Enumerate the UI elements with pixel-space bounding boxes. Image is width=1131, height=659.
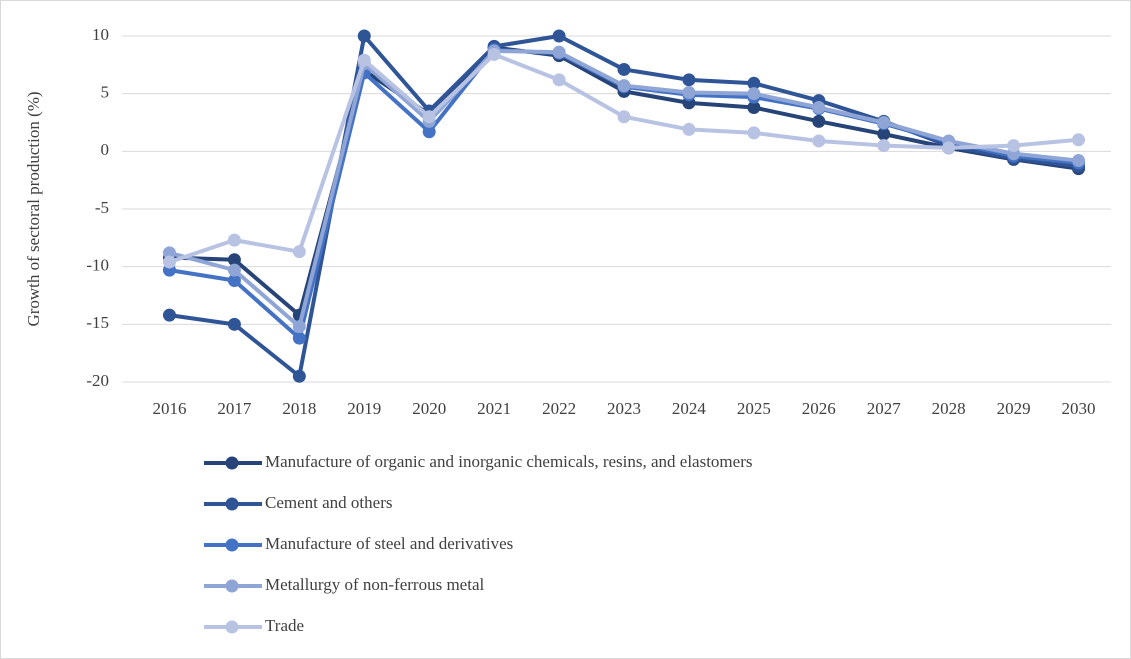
data-point [812,134,826,148]
data-point [877,139,891,153]
x-tick-label: 2030 [1062,399,1096,418]
data-point [487,47,501,61]
x-tick-label: 2029 [997,399,1031,418]
legend-marker [225,456,239,470]
data-point [747,126,761,140]
data-point [552,45,566,59]
legend-marker [225,497,239,511]
data-point [357,29,371,43]
legend-marker [225,538,239,552]
y-tick-label: -5 [95,198,109,217]
data-point [1072,133,1086,147]
data-point [747,76,761,90]
x-tick-label: 2028 [932,399,966,418]
data-point [292,369,306,383]
legend-marker [225,579,239,593]
x-tick-label: 2024 [672,399,707,418]
y-axis-label: Growth of sectoral production (%) [24,91,43,326]
data-point [292,320,306,334]
legend-label: Manufacture of steel and derivatives [265,534,513,553]
x-tick-label: 2018 [282,399,316,418]
data-point [617,62,631,76]
x-tick-label: 2019 [347,399,381,418]
x-tick-label: 2027 [867,399,902,418]
x-tick-label: 2017 [217,399,252,418]
data-point [422,125,436,139]
x-tick-label: 2023 [607,399,641,418]
data-point [942,141,956,155]
data-point [1007,139,1021,153]
legend-marker [225,620,239,634]
data-point [877,116,891,129]
y-tick-label: 5 [101,83,110,102]
data-point [812,101,826,115]
data-point [747,87,761,101]
legend-label: Metallurgy of non-ferrous metal [265,575,484,594]
data-point [227,253,241,267]
data-point [617,110,631,124]
data-point [617,79,631,93]
y-tick-label: -15 [86,313,109,332]
y-tick-label: -20 [86,371,109,390]
x-tick-label: 2025 [737,399,771,418]
data-point [292,245,306,259]
x-tick-label: 2016 [152,399,186,418]
y-tick-label: 10 [92,25,109,44]
x-tick-label: 2020 [412,399,446,418]
data-point [227,263,241,277]
y-tick-label: 0 [101,140,110,159]
x-tick-label: 2022 [542,399,576,418]
data-point [162,246,176,260]
x-tick-label: 2021 [477,399,511,418]
legend-label: Manufacture of organic and inorganic che… [265,452,752,471]
x-tick-label: 2026 [802,399,836,418]
data-point [747,101,761,115]
data-point [227,233,241,247]
data-point [1072,154,1086,168]
data-point [292,331,306,345]
legend-label: Cement and others [265,493,392,512]
data-point [682,73,696,87]
data-point [812,114,826,128]
data-point [682,122,696,136]
legend-label: Trade [265,616,304,635]
data-point [227,317,241,331]
y-tick-label: -10 [86,256,109,275]
data-point [682,86,696,100]
data-point [422,110,436,124]
data-point [162,255,176,269]
data-point [357,53,371,67]
data-point [552,73,566,87]
data-point [877,127,891,141]
data-point [552,29,566,43]
data-point [227,274,241,288]
data-point [162,308,176,322]
